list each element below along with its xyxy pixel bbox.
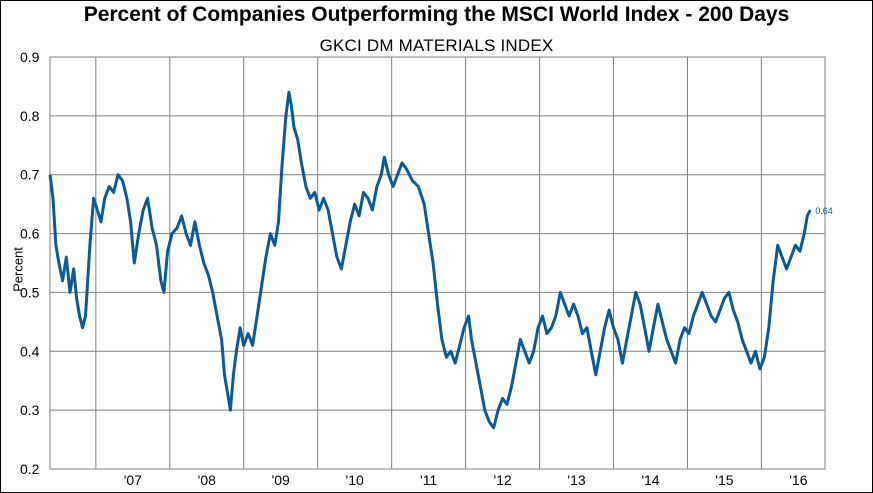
y-tick-label: 0.4 [20,343,40,359]
y-tick-label: 0.9 [20,49,40,65]
y-tick-label: 0.2 [20,461,40,477]
chart-subtitle: GKCI DM MATERIALS INDEX [319,36,554,55]
x-tick-label: '13 [567,472,585,488]
x-tick-label: '09 [272,472,290,488]
y-tick-label: 0.8 [20,108,40,124]
x-tick-label: '15 [715,472,733,488]
series-line [48,90,812,430]
chart-title: Percent of Companies Outperforming the M… [83,3,790,26]
x-tick-label: '12 [493,472,511,488]
x-tick-label: '14 [641,472,659,488]
x-tick-label: '10 [346,472,364,488]
x-tick-label: '07 [124,472,142,488]
y-tick-label: 0.3 [20,402,40,418]
last-value-label: 0.64 [815,206,833,216]
y-tick-label: 0.7 [20,167,40,183]
x-tick-label: '16 [789,472,807,488]
x-tick-label: '08 [198,472,216,488]
plot-area [49,56,826,470]
x-tick-label: '11 [420,472,437,488]
y-tick-label: 0.6 [20,226,40,242]
y-tick-label: 0.5 [20,284,40,300]
